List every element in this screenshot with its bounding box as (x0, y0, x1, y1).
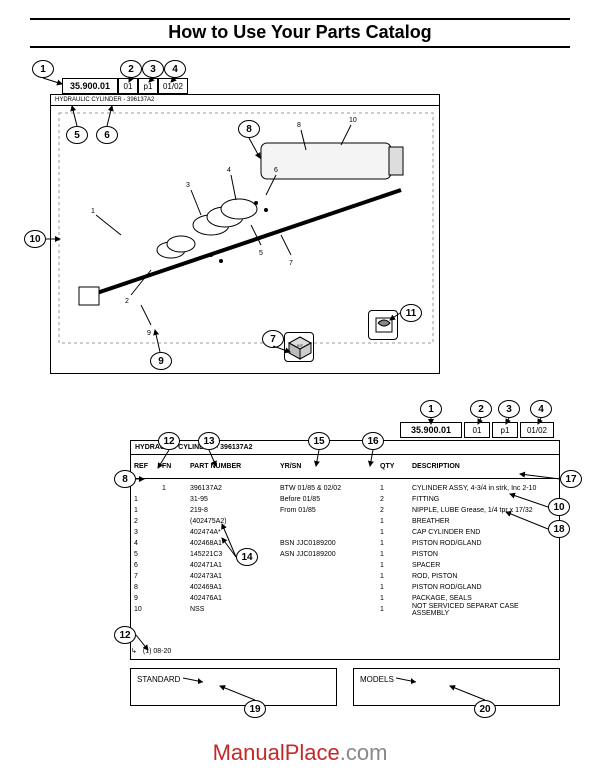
watermark-left: ManualPlace (213, 740, 340, 765)
watermark-right: .com (340, 740, 388, 765)
leader-lines (0, 0, 600, 778)
watermark: ManualPlace.com (0, 740, 600, 766)
